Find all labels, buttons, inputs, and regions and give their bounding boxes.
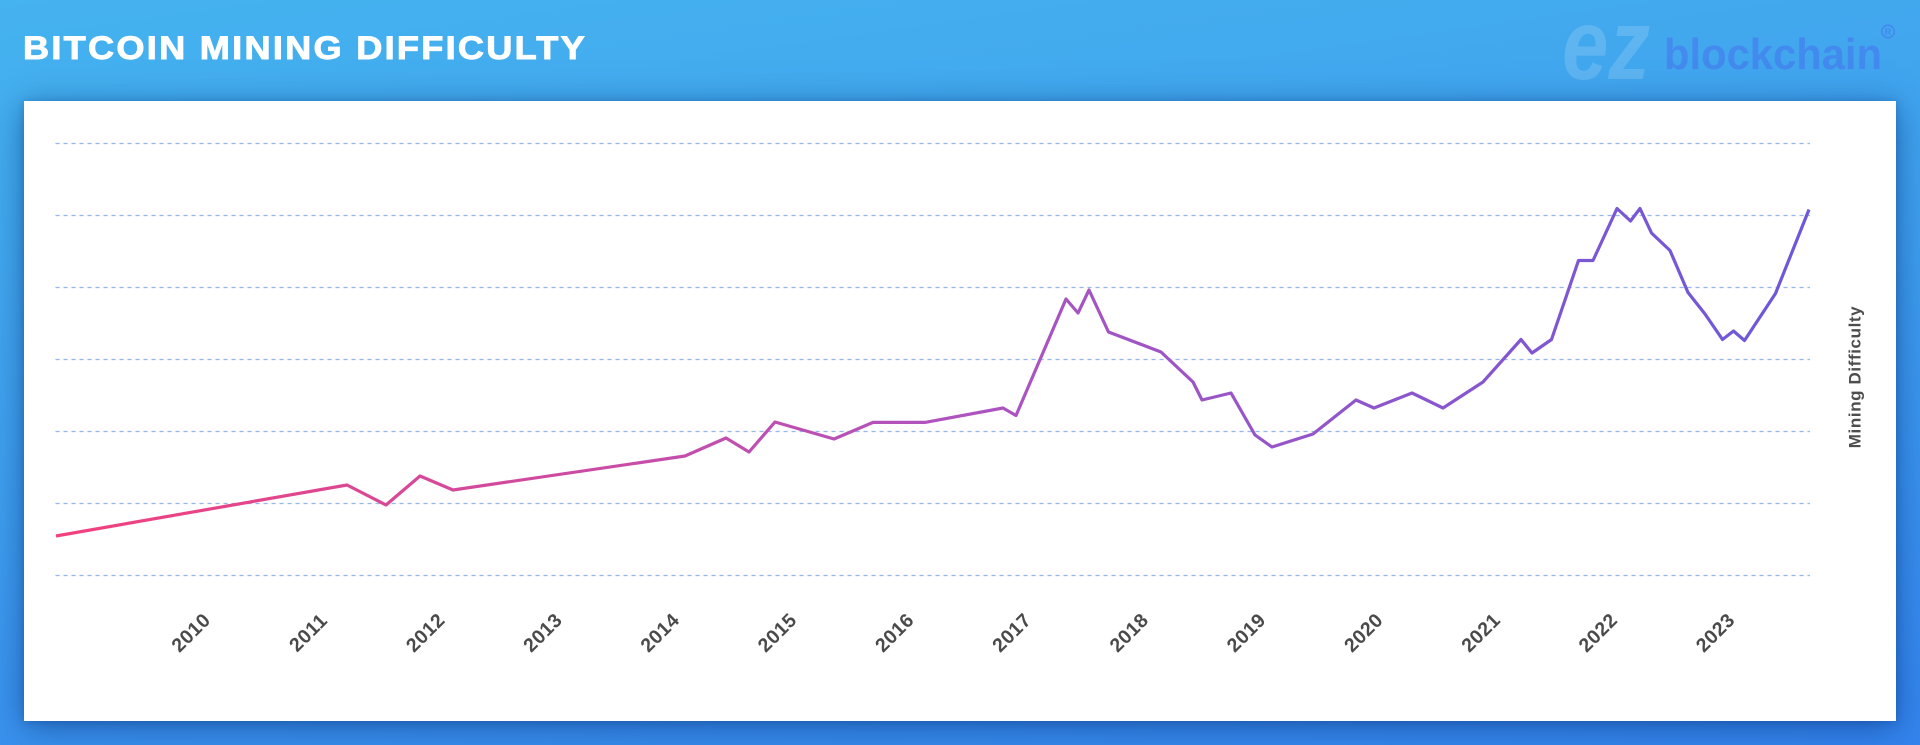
svg-text:2016: 2016 [871, 609, 919, 657]
svg-text:2010: 2010 [167, 609, 215, 657]
svg-text:2020: 2020 [1340, 609, 1388, 657]
svg-text:ez: ez [1562, 0, 1650, 101]
svg-text:2017: 2017 [988, 609, 1036, 657]
svg-text:2022: 2022 [1575, 609, 1623, 657]
svg-text:2011: 2011 [285, 610, 332, 657]
svg-text:R: R [1885, 27, 1892, 37]
svg-text:2014: 2014 [636, 609, 684, 657]
svg-text:2019: 2019 [1223, 609, 1271, 657]
svg-text:2021: 2021 [1457, 609, 1505, 657]
svg-text:2013: 2013 [519, 609, 567, 657]
svg-text:Mining Difficulty: Mining Difficulty [1846, 306, 1865, 448]
svg-text:2015: 2015 [754, 609, 802, 657]
svg-text:2023: 2023 [1692, 609, 1740, 657]
svg-text:blockchain: blockchain [1664, 30, 1882, 79]
svg-text:2018: 2018 [1106, 609, 1154, 657]
svg-text:2012: 2012 [402, 609, 450, 657]
